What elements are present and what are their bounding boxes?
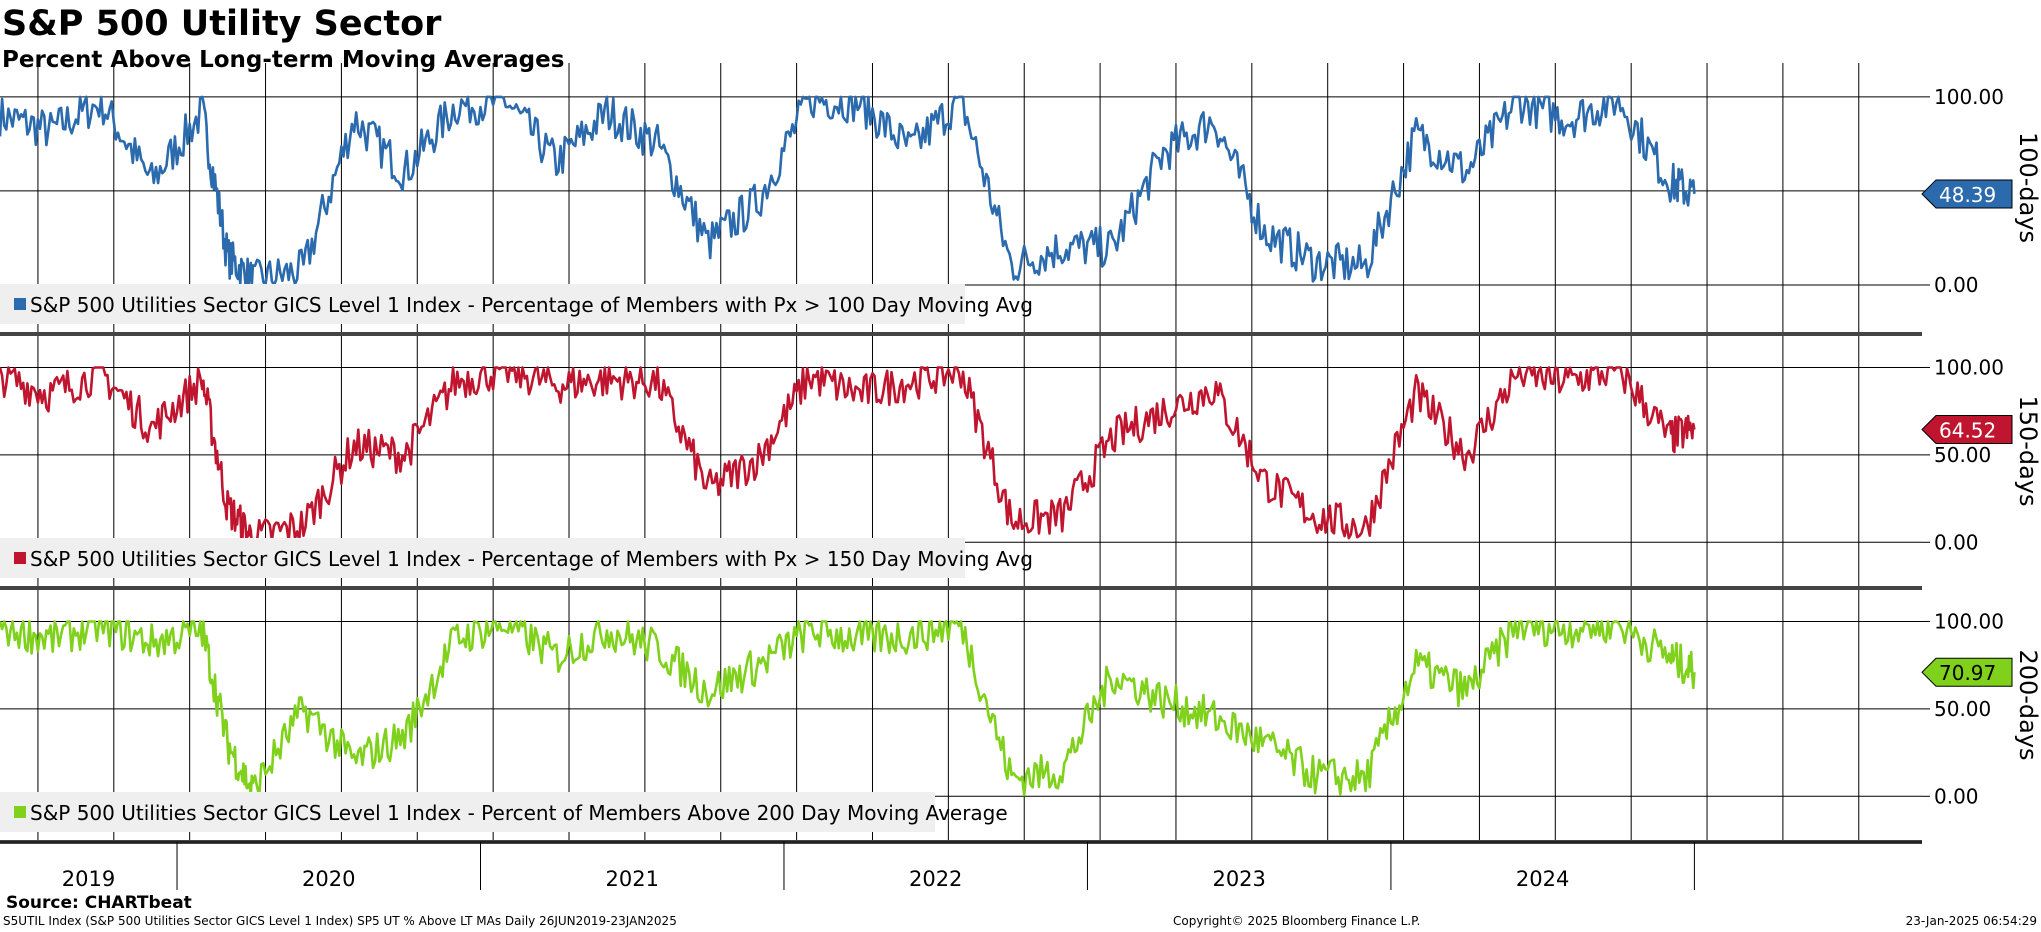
x-year-label: 2024 (1516, 867, 1569, 891)
y-tick-label: 50.00 (1934, 443, 1991, 467)
source-label: Source: CHARTbeat (6, 893, 192, 913)
series-line (0, 366, 1696, 544)
panel-separator (0, 586, 1922, 590)
x-year-label: 2022 (909, 867, 962, 891)
y-tick-label: 50.00 (1934, 697, 1991, 721)
y-tick-label: 100.00 (1934, 355, 2004, 379)
last-value-label: 48.39 (1939, 183, 1996, 207)
chart-title: S&P 500 Utility Sector (2, 4, 442, 44)
footer-description: S5UTIL Index (S&P 500 Utilities Sector G… (3, 914, 677, 928)
last-value-label: 64.52 (1939, 418, 1996, 442)
footer-copyright: Copyright© 2025 Bloomberg Finance L.P. (1173, 914, 1421, 928)
x-year-label: 2021 (606, 867, 659, 891)
x-year-label: 2019 (62, 867, 115, 891)
legend-swatch (14, 552, 26, 564)
grid-lines (37, 63, 1860, 840)
y-tick-label: 100.00 (1934, 85, 2004, 109)
y-tick-label: 100.00 (1934, 609, 2004, 633)
x-year-label: 2020 (302, 867, 355, 891)
legend-label: S&P 500 Utilities Sector GICS Level 1 In… (30, 801, 1008, 825)
legend-swatch (14, 298, 26, 310)
footer-timestamp: 23-Jan-2025 06:54:29 (1905, 914, 2037, 928)
last-value-label: 70.97 (1939, 661, 1996, 685)
panel-label: 150-days (2014, 395, 2041, 506)
chart-subtitle: Percent Above Long-term Moving Averages (2, 47, 565, 73)
x-year-label: 2023 (1212, 867, 1265, 891)
y-tick-label: 0.00 (1934, 784, 1979, 808)
panel-separator (0, 332, 1922, 336)
panel-label: 100-days (2014, 132, 2041, 243)
last-value-flag (1921, 657, 2013, 687)
legend-label: S&P 500 Utilities Sector GICS Level 1 In… (30, 547, 1033, 571)
legend-box (0, 792, 935, 832)
panel-label: 200-days (2014, 649, 2041, 760)
series-line (0, 620, 1696, 798)
y-tick-label: 0.00 (1934, 273, 1979, 297)
last-value-flag (1921, 414, 2013, 444)
legend-box (0, 538, 965, 578)
y-tick-label: 0.00 (1934, 530, 1979, 554)
legend-box (0, 284, 965, 324)
last-value-flag (1921, 179, 2013, 209)
legend-label: S&P 500 Utilities Sector GICS Level 1 In… (30, 293, 1033, 317)
legend-swatch (14, 806, 26, 818)
